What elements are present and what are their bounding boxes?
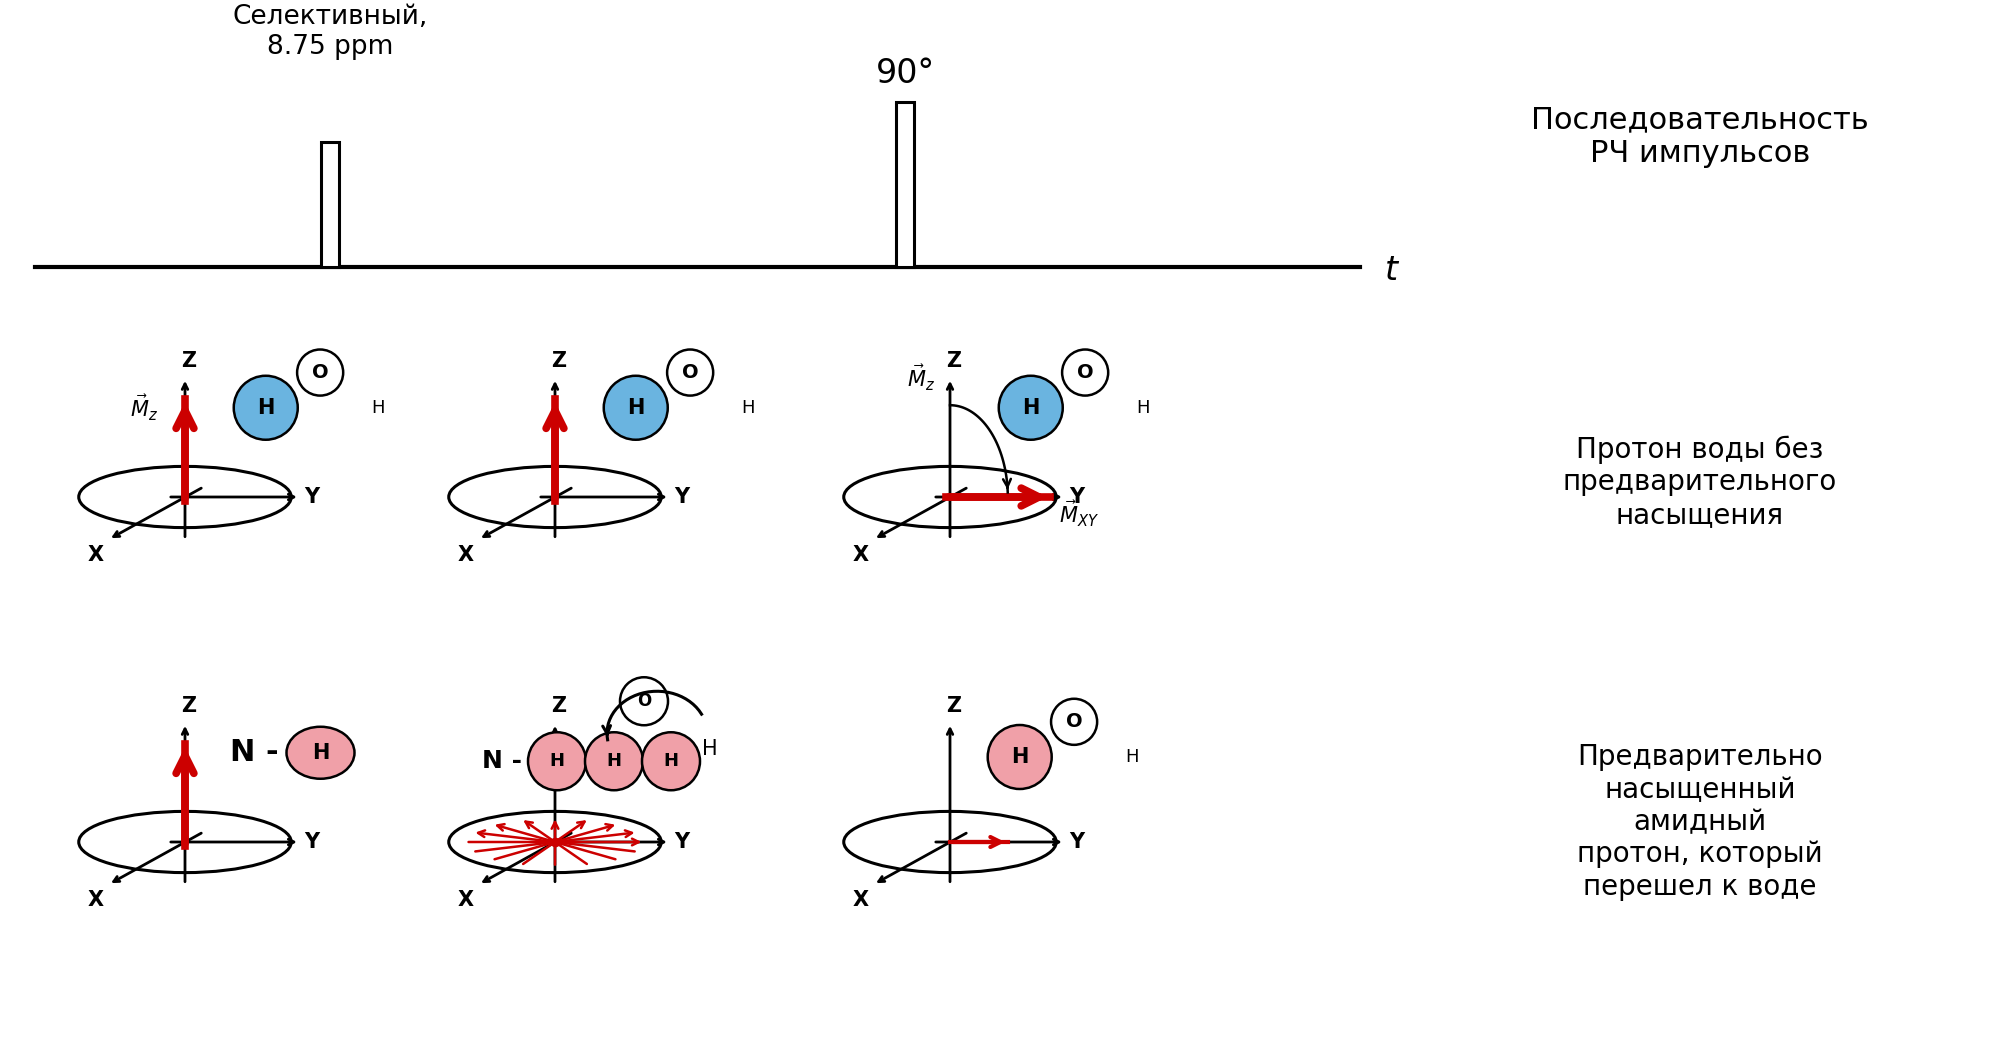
Text: Y: Y — [674, 487, 690, 507]
Circle shape — [988, 725, 1052, 789]
Text: X: X — [852, 545, 868, 565]
Circle shape — [642, 733, 700, 790]
Text: $\vec{M}_z$: $\vec{M}_z$ — [906, 363, 934, 393]
Text: X: X — [88, 890, 104, 909]
Text: O: O — [636, 692, 652, 710]
Text: H: H — [312, 742, 330, 763]
Text: H: H — [1012, 747, 1028, 767]
Text: Y: Y — [674, 832, 690, 852]
Text: H: H — [664, 752, 678, 770]
Text: H: H — [606, 752, 622, 770]
Ellipse shape — [286, 726, 354, 778]
Circle shape — [528, 733, 586, 790]
Circle shape — [604, 376, 668, 440]
Text: Y: Y — [304, 487, 320, 507]
Text: X: X — [88, 545, 104, 565]
Circle shape — [584, 733, 644, 790]
Text: Y: Y — [304, 832, 320, 852]
Text: N -: N - — [482, 750, 522, 773]
Circle shape — [234, 376, 298, 440]
Text: Z: Z — [552, 352, 566, 372]
Text: Предварительно
насыщенный
амидный
протон, который
перешел к воде: Предварительно насыщенный амидный протон… — [1578, 743, 1822, 901]
Text: O: O — [1076, 363, 1094, 382]
Bar — [896, 102, 914, 267]
Text: 90°: 90° — [876, 57, 934, 90]
Text: Z: Z — [946, 352, 962, 372]
Circle shape — [620, 678, 668, 725]
Text: O: O — [1066, 713, 1082, 732]
Text: X: X — [458, 545, 474, 565]
Text: Протон воды без
предварительного
насыщения: Протон воды без предварительного насыщен… — [1562, 435, 1838, 529]
Text: H: H — [1022, 398, 1040, 417]
Text: X: X — [852, 890, 868, 909]
Text: O: O — [312, 363, 328, 382]
Circle shape — [298, 349, 344, 395]
Text: Последовательность
РЧ импульсов: Последовательность РЧ импульсов — [1532, 106, 1868, 168]
Text: H: H — [1136, 398, 1150, 416]
Text: Y: Y — [1068, 832, 1084, 852]
Text: Селективный,
8.75 ppm: Селективный, 8.75 ppm — [232, 4, 428, 59]
Text: O: O — [682, 363, 698, 382]
Text: Z: Z — [552, 697, 566, 716]
Text: H: H — [740, 398, 754, 416]
Text: $\vec{M}_z$: $\vec{M}_z$ — [130, 393, 158, 423]
Circle shape — [668, 349, 714, 395]
Text: H: H — [258, 398, 274, 417]
Text: Z: Z — [946, 697, 962, 716]
Text: N -: N - — [230, 738, 278, 767]
Text: H: H — [372, 398, 384, 416]
Text: H: H — [702, 739, 718, 759]
Text: X: X — [458, 890, 474, 909]
Circle shape — [1052, 699, 1098, 744]
Text: H: H — [1124, 748, 1138, 766]
Text: Y: Y — [1068, 487, 1084, 507]
Text: t: t — [1384, 255, 1398, 288]
Bar — [320, 142, 340, 267]
Text: H: H — [550, 752, 564, 770]
Circle shape — [1062, 349, 1108, 395]
Text: H: H — [628, 398, 644, 417]
Circle shape — [998, 376, 1062, 440]
Text: Z: Z — [182, 352, 196, 372]
Text: $\vec{M}_{XY}$: $\vec{M}_{XY}$ — [1058, 499, 1098, 530]
Text: Z: Z — [182, 697, 196, 716]
